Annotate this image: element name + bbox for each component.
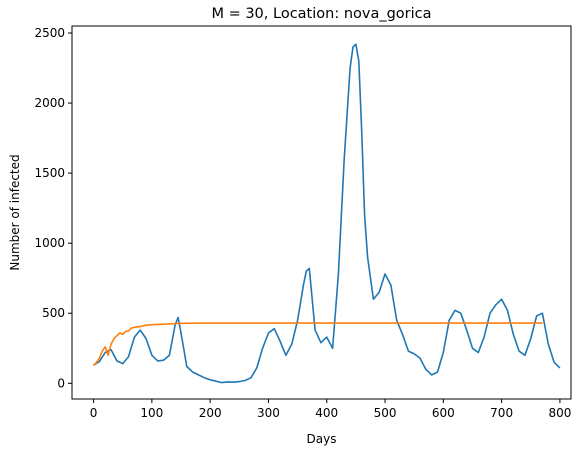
x-tick-label: 600 [432, 406, 455, 420]
x-axis: 0 100 200 300 400 500 600 700 800 [90, 399, 571, 420]
y-tick-label: 500 [42, 306, 65, 320]
x-tick-label: 100 [140, 406, 163, 420]
plot-frame [71, 25, 572, 400]
x-tick-label: 800 [548, 406, 571, 420]
series-line-2 [92, 322, 543, 367]
y-tick-label: 1500 [34, 166, 65, 180]
x-tick-label: 500 [374, 406, 397, 420]
x-tick-label: 0 [90, 406, 98, 420]
x-tick-label: 700 [490, 406, 513, 420]
series-line-1 [93, 43, 561, 384]
y-axis-label: Number of infected [8, 154, 22, 270]
y-tick-label: 2000 [34, 96, 65, 110]
series-layer [92, 43, 561, 384]
y-tick-label: 1000 [34, 236, 65, 250]
chart-title: M = 30, Location: nova_gorica [211, 6, 431, 22]
x-tick-label: 200 [199, 406, 222, 420]
y-tick-label: 0 [57, 376, 65, 390]
x-tick-label: 300 [257, 406, 280, 420]
x-axis-label: Days [307, 432, 337, 446]
y-tick-label: 2500 [34, 26, 65, 40]
x-tick-label: 400 [315, 406, 338, 420]
y-axis: 0 500 1000 1500 2000 2500 [34, 26, 72, 390]
